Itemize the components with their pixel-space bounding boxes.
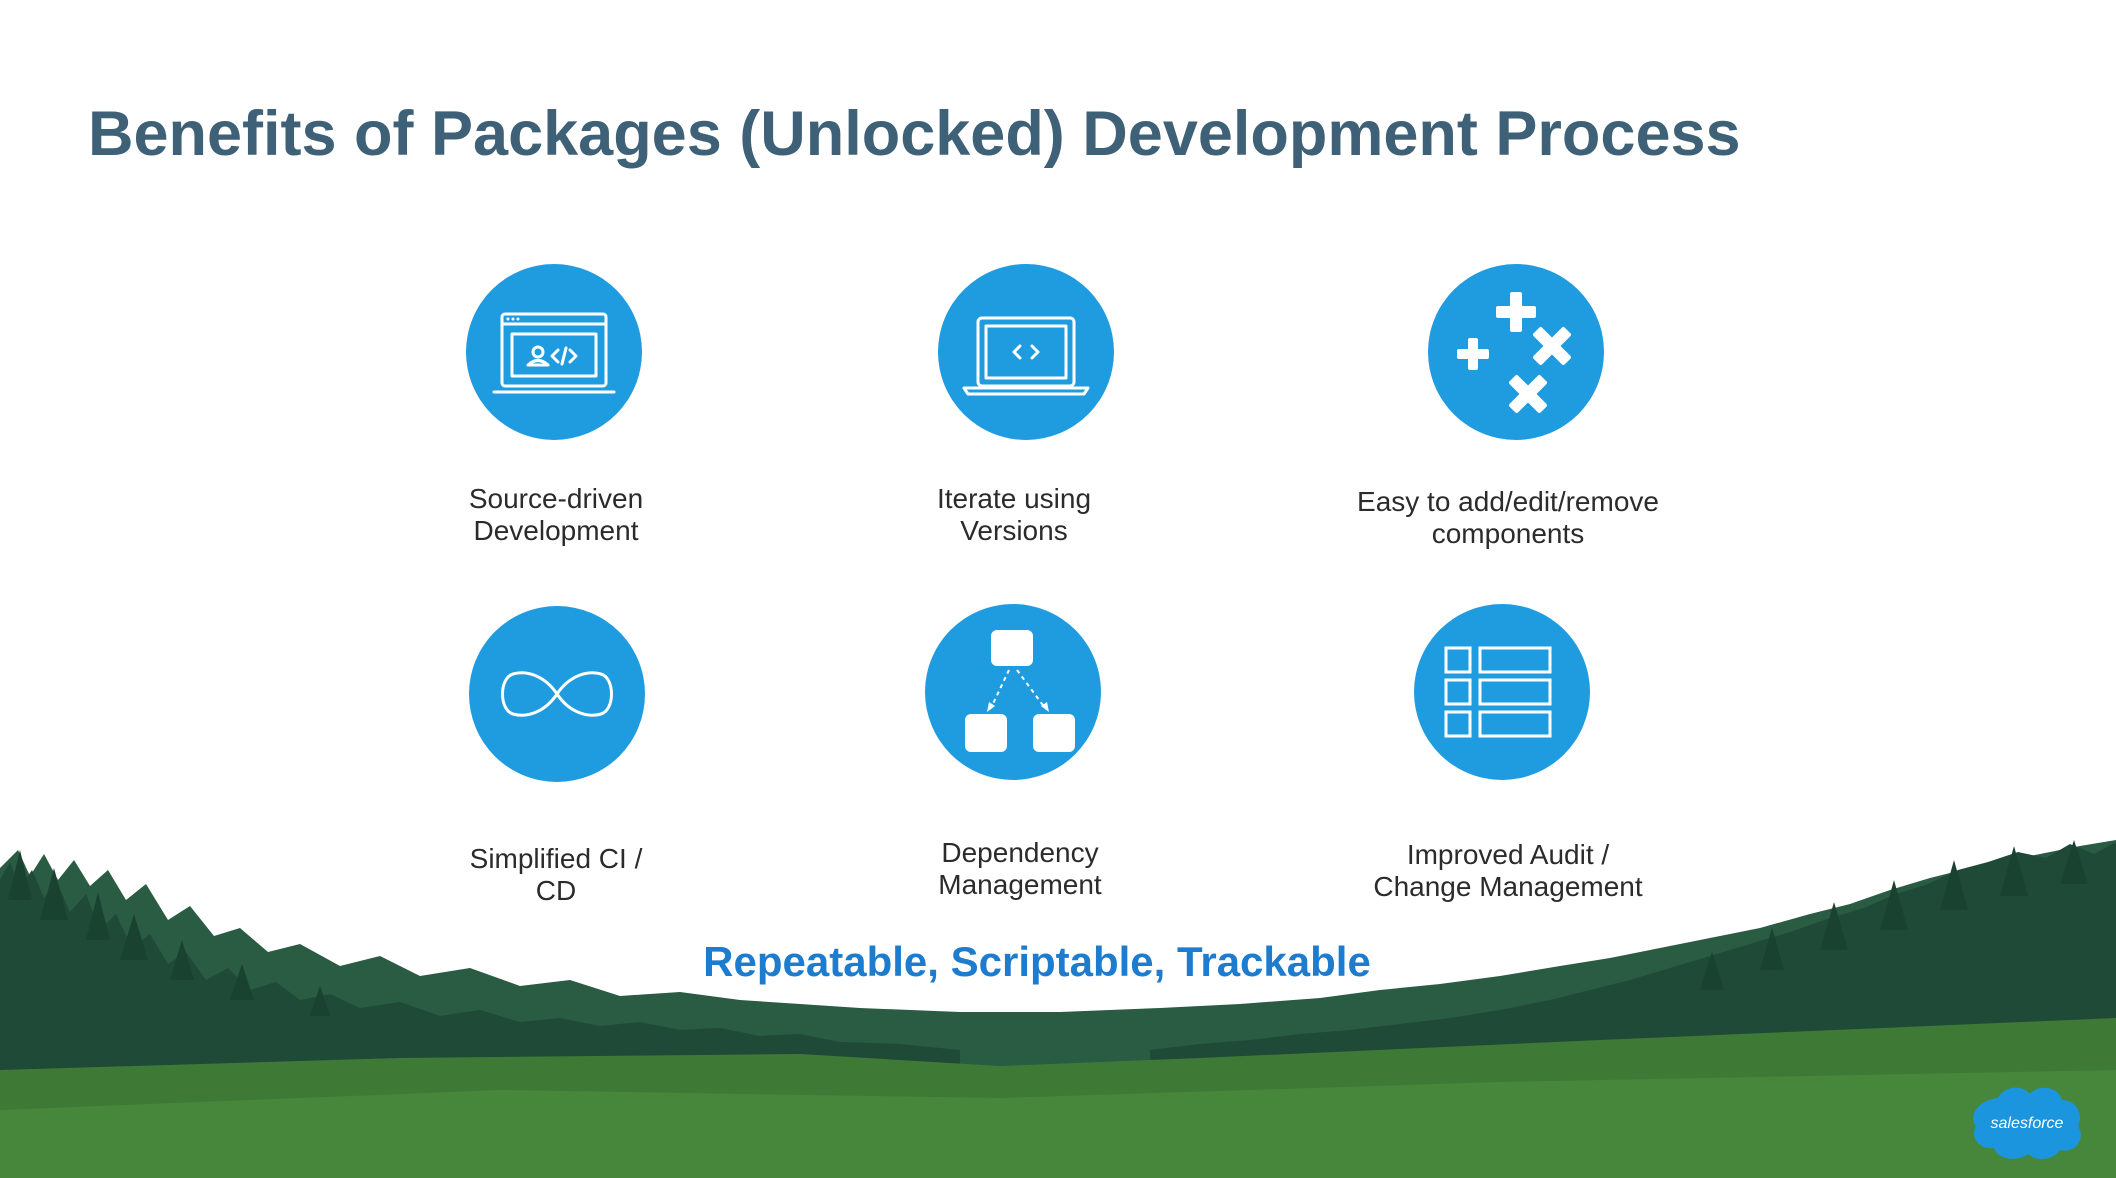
benefit-label-easy-add-edit-remove: Easy to add/edit/remove components — [1357, 486, 1659, 549]
forest-landscape-illustration — [0, 840, 2116, 1178]
benefit-label-iterate-using-versions: Iterate using Versions — [936, 483, 1092, 546]
tagline: Repeatable, Scriptable, Trackable — [703, 938, 1371, 985]
laptop-code-icon — [962, 316, 1090, 396]
dependency-management-icon-circle — [925, 604, 1101, 780]
benefit-label-improved-audit: Improved Audit / Change Management — [1373, 839, 1643, 902]
salesforce-logo: salesforce — [1973, 1087, 2081, 1159]
svg-text:salesforce: salesforce — [1991, 1115, 2064, 1132]
list-icon — [1444, 646, 1552, 738]
iterate-versions-icon-circle — [938, 264, 1114, 440]
slide-title: Benefits of Packages (Unlocked) Developm… — [88, 99, 1741, 169]
source-driven-development-icon-circle — [466, 264, 642, 440]
hierarchy-icon — [965, 630, 1075, 752]
benefit-label-dependency-management: Dependency Management — [938, 837, 1102, 900]
code-window-icon — [492, 312, 616, 394]
benefit-label-source-driven-development: Source-driven Development — [468, 483, 644, 546]
add-edit-remove-icon-circle — [1428, 264, 1604, 440]
benefit-label-simplified-ci-cd: Simplified CI / CD — [469, 843, 643, 906]
infinity-icon — [501, 671, 613, 717]
audit-change-management-icon-circle — [1414, 604, 1590, 780]
plus-cross-icon — [1457, 292, 1571, 413]
simplified-ci-cd-icon-circle — [469, 606, 645, 782]
